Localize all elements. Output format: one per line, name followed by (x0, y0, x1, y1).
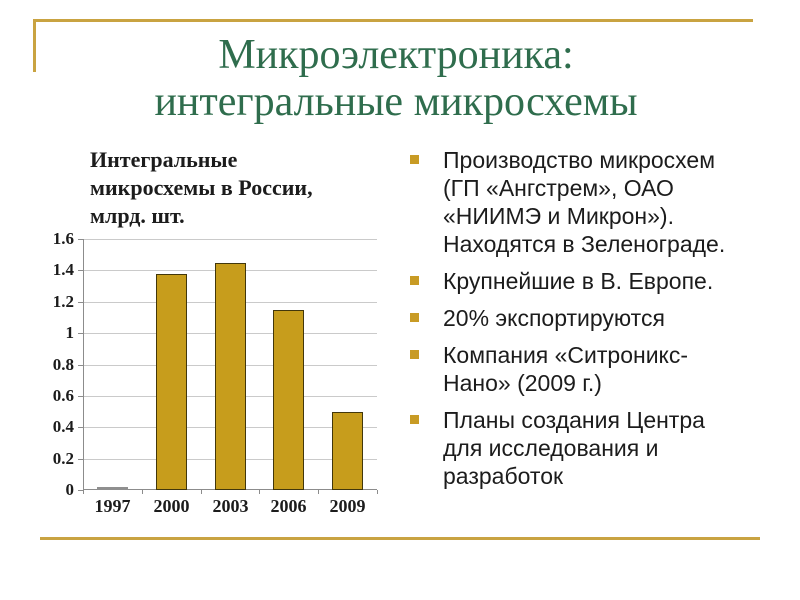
bullet-item: Производство микросхем (ГП «Ангстрем», О… (405, 146, 780, 258)
bottom-accent-line (40, 537, 760, 540)
bullet-square-icon (410, 155, 419, 164)
bullet-text: Компания «Ситроникс- Нано» (2009 г.) (443, 342, 689, 396)
chart-title: Интегральные микросхемы в России, млрд. … (90, 147, 313, 228)
x-axis-tick-label: 2000 (153, 496, 190, 516)
bullet-square-icon (410, 415, 419, 424)
y-axis-tick-label: 0.6 (52, 386, 74, 405)
y-axis-tick (78, 270, 83, 271)
x-axis-tick (83, 490, 84, 494)
bullet-text: Производство микросхем (ГП «Ангстрем», О… (443, 147, 726, 257)
x-axis-tick (318, 490, 319, 494)
y-axis-tick (78, 490, 83, 491)
x-axis-tick (142, 490, 143, 494)
y-axis-tick-label: 0.2 (52, 449, 74, 468)
x-axis-tick-label: 2006 (270, 496, 307, 516)
y-axis-tick (78, 239, 83, 240)
bullet-item: Крупнейшие в В. Европе. (405, 267, 780, 295)
x-axis-tick (377, 490, 378, 494)
left-accent-line (33, 19, 36, 72)
bullet-square-icon (410, 350, 419, 359)
bullet-item: Компания «Ситроникс- Нано» (2009 г.) (405, 341, 780, 397)
chart-plot (78, 239, 378, 494)
bar-2003 (215, 263, 246, 490)
y-axis-tick-label: 0.4 (52, 417, 74, 436)
x-axis-tick (201, 490, 202, 494)
y-axis-tick-label: 1.2 (52, 292, 74, 311)
x-axis-tick-label: 1997 (94, 496, 131, 516)
y-axis-tick (78, 333, 83, 334)
bullet-item: 20% экспортируются (405, 304, 780, 332)
bullet-text: 20% экспортируются (443, 305, 665, 331)
y-axis-tick-label: 0.8 (52, 355, 74, 374)
bar-2006 (273, 310, 304, 490)
bullet-square-icon (410, 276, 419, 285)
x-axis-tick-label: 2009 (329, 496, 366, 516)
bar-2009 (332, 412, 363, 490)
slide-title-line1: Микроэлектроника: (218, 32, 574, 78)
y-axis-tick-label: 1.6 (52, 229, 74, 248)
bullet-list: Производство микросхем (ГП «Ангстрем», О… (405, 146, 780, 499)
y-axis-line (83, 239, 84, 490)
slide-title-line2: интегральные микросхемы (154, 79, 638, 125)
x-axis-tick-labels: 1997 2000 2003 2006 2009 (83, 496, 377, 518)
top-accent-line (33, 19, 753, 22)
y-axis-tick (78, 302, 83, 303)
bullet-square-icon (410, 313, 419, 322)
y-axis-tick-label: 0 (65, 480, 75, 499)
x-axis-tick (259, 490, 260, 494)
bar-2000 (156, 274, 187, 490)
y-axis-tick (78, 459, 83, 460)
y-axis-tick (78, 365, 83, 366)
y-axis-tick-labels: 0 0.2 0.4 0.6 0.8 1 1.2 1.4 1.6 (38, 230, 78, 499)
y-axis-tick-label: 1.4 (52, 260, 74, 279)
bullet-text: Крупнейшие в В. Европе. (443, 268, 714, 294)
bar-1997 (97, 487, 128, 490)
slide-title: Микроэлектроника: интегральные микросхем… (0, 32, 792, 126)
bullet-text: Планы создания Центра для исследования и… (443, 407, 705, 489)
y-axis-tick-label: 1 (65, 323, 75, 342)
y-axis-tick (78, 396, 83, 397)
bullet-item: Планы создания Центра для исследования и… (405, 406, 780, 490)
y-axis-tick (78, 427, 83, 428)
gridline (83, 239, 377, 240)
x-axis-tick-label: 2003 (212, 496, 249, 516)
